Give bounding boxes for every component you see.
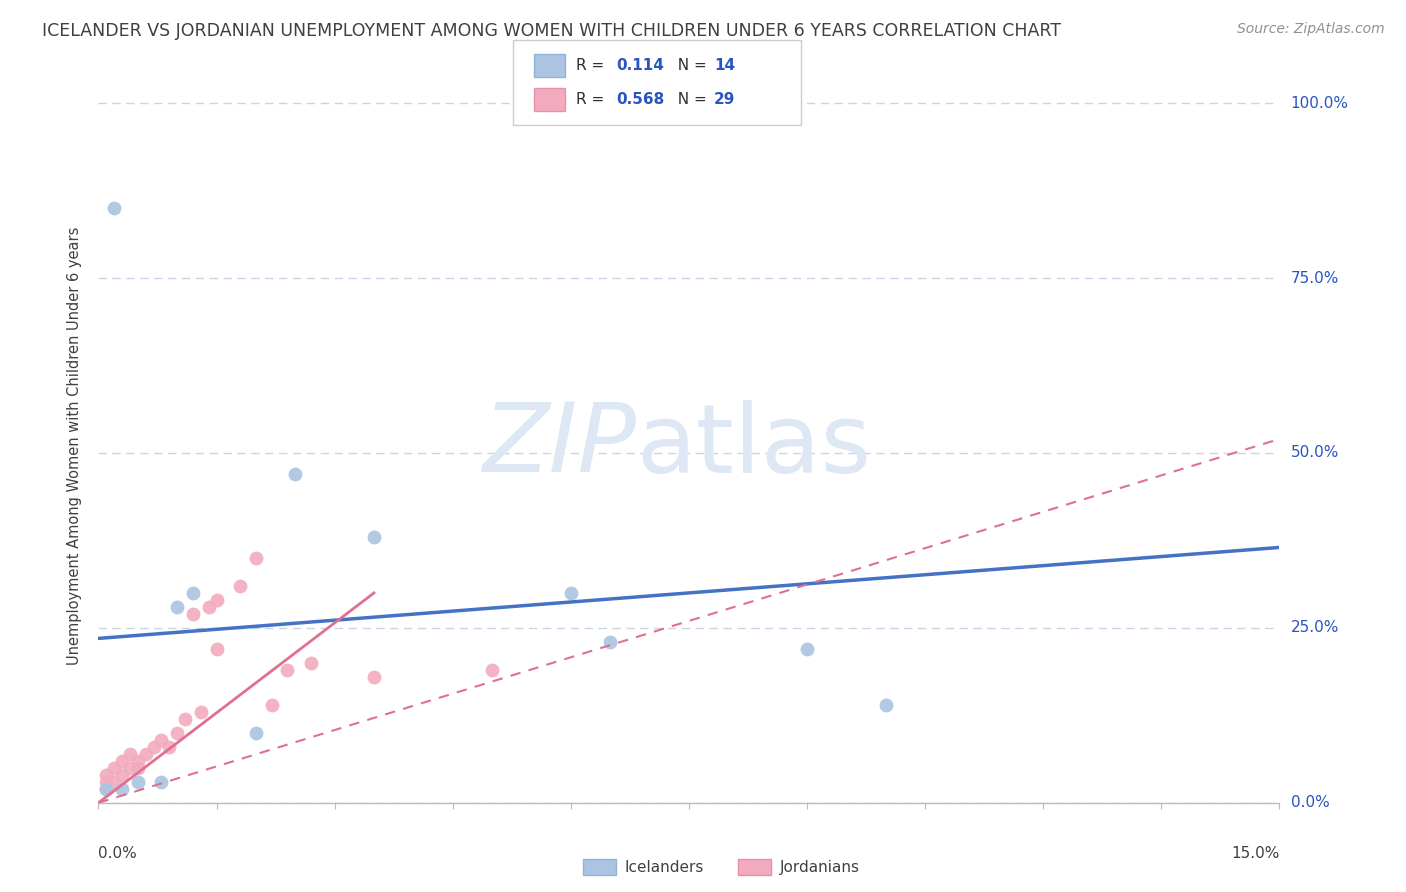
Point	[197, 599, 219, 614]
Point	[560, 586, 582, 600]
Point	[599, 635, 621, 649]
Point	[260, 698, 283, 712]
Point	[157, 739, 180, 754]
Text: 29: 29	[714, 92, 735, 107]
Point	[229, 579, 252, 593]
Point	[127, 761, 149, 775]
Point	[103, 761, 125, 775]
Point	[181, 607, 204, 621]
Point	[875, 698, 897, 712]
Text: 50.0%: 50.0%	[1291, 445, 1339, 460]
Text: 100.0%: 100.0%	[1291, 95, 1348, 111]
Text: Icelanders: Icelanders	[624, 860, 704, 874]
Point	[174, 712, 197, 726]
Point	[276, 663, 298, 677]
Text: 0.114: 0.114	[616, 58, 664, 73]
Text: 75.0%: 75.0%	[1291, 270, 1339, 285]
Point	[103, 774, 125, 789]
Point	[127, 774, 149, 789]
Point	[111, 781, 134, 796]
Point	[96, 768, 118, 782]
Text: 0.568: 0.568	[616, 92, 664, 107]
Text: 14: 14	[714, 58, 735, 73]
Point	[181, 586, 204, 600]
Text: ICELANDER VS JORDANIAN UNEMPLOYMENT AMONG WOMEN WITH CHILDREN UNDER 6 YEARS CORR: ICELANDER VS JORDANIAN UNEMPLOYMENT AMON…	[42, 22, 1062, 40]
Point	[299, 656, 322, 670]
Point	[245, 550, 267, 565]
Text: 0.0%: 0.0%	[1291, 796, 1329, 810]
Text: Source: ZipAtlas.com: Source: ZipAtlas.com	[1237, 22, 1385, 37]
Text: atlas: atlas	[636, 400, 870, 492]
Point	[96, 781, 118, 796]
Text: R =: R =	[576, 58, 610, 73]
Point	[111, 768, 134, 782]
Point	[190, 705, 212, 719]
Point	[205, 641, 228, 656]
Point	[166, 726, 188, 740]
Point	[205, 593, 228, 607]
Point	[142, 739, 165, 754]
Point	[118, 747, 141, 761]
Point	[796, 641, 818, 656]
Point	[166, 599, 188, 614]
Point	[150, 774, 173, 789]
Point	[96, 774, 118, 789]
Text: N =: N =	[668, 92, 711, 107]
Text: R =: R =	[576, 92, 610, 107]
Text: 25.0%: 25.0%	[1291, 621, 1339, 635]
Point	[245, 726, 267, 740]
Point	[135, 747, 157, 761]
Point	[284, 467, 307, 481]
Text: 0.0%: 0.0%	[98, 846, 138, 861]
Point	[96, 781, 118, 796]
Point	[111, 754, 134, 768]
Text: N =: N =	[668, 58, 711, 73]
Text: Jordanians: Jordanians	[779, 860, 859, 874]
Point	[481, 663, 503, 677]
Point	[150, 732, 173, 747]
Text: ZIP: ZIP	[482, 400, 636, 492]
Point	[127, 754, 149, 768]
Point	[363, 670, 385, 684]
Point	[103, 201, 125, 215]
Y-axis label: Unemployment Among Women with Children Under 6 years: Unemployment Among Women with Children U…	[67, 227, 83, 665]
Text: 15.0%: 15.0%	[1232, 846, 1279, 861]
Point	[363, 530, 385, 544]
Point	[118, 761, 141, 775]
